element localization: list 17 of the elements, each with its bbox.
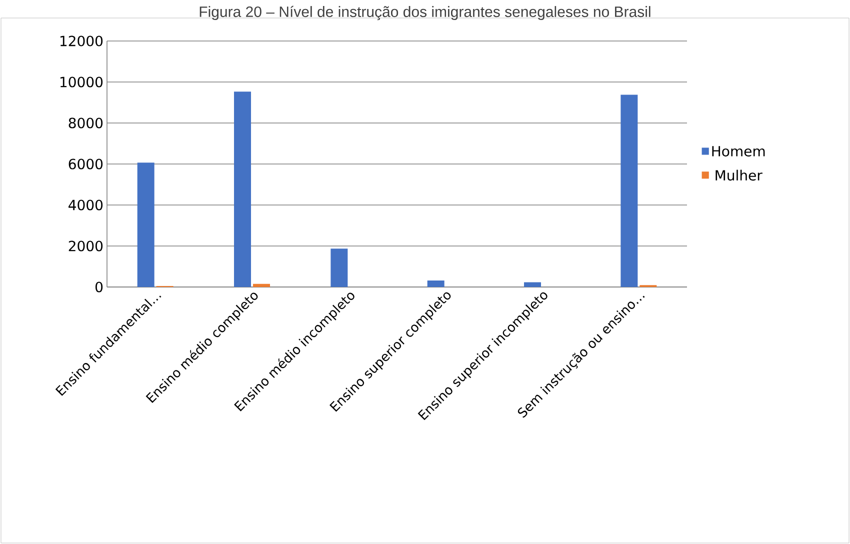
y-tick-label: 6000 [68,158,103,170]
bar [427,280,444,287]
bar [253,284,270,287]
y-tick-label: 12000 [60,36,103,46]
legend-label: Homem [712,146,765,156]
y-tick-label: 2000 [68,240,103,252]
chart-title: Figura 20 – Nível de instrução dos imigrantes senegaleses no Brasil [200,6,650,20]
y-tick-label: 0 [95,282,103,292]
y-tick-label: 10000 [60,76,103,88]
y-tick-label: 8000 [68,118,103,128]
bar [524,282,542,287]
bar [330,248,348,287]
legend-label: Mulher [716,170,762,181]
bar [620,94,638,287]
y-tick-label: 4000 [68,200,103,210]
bar [137,162,154,287]
bar [234,92,252,287]
